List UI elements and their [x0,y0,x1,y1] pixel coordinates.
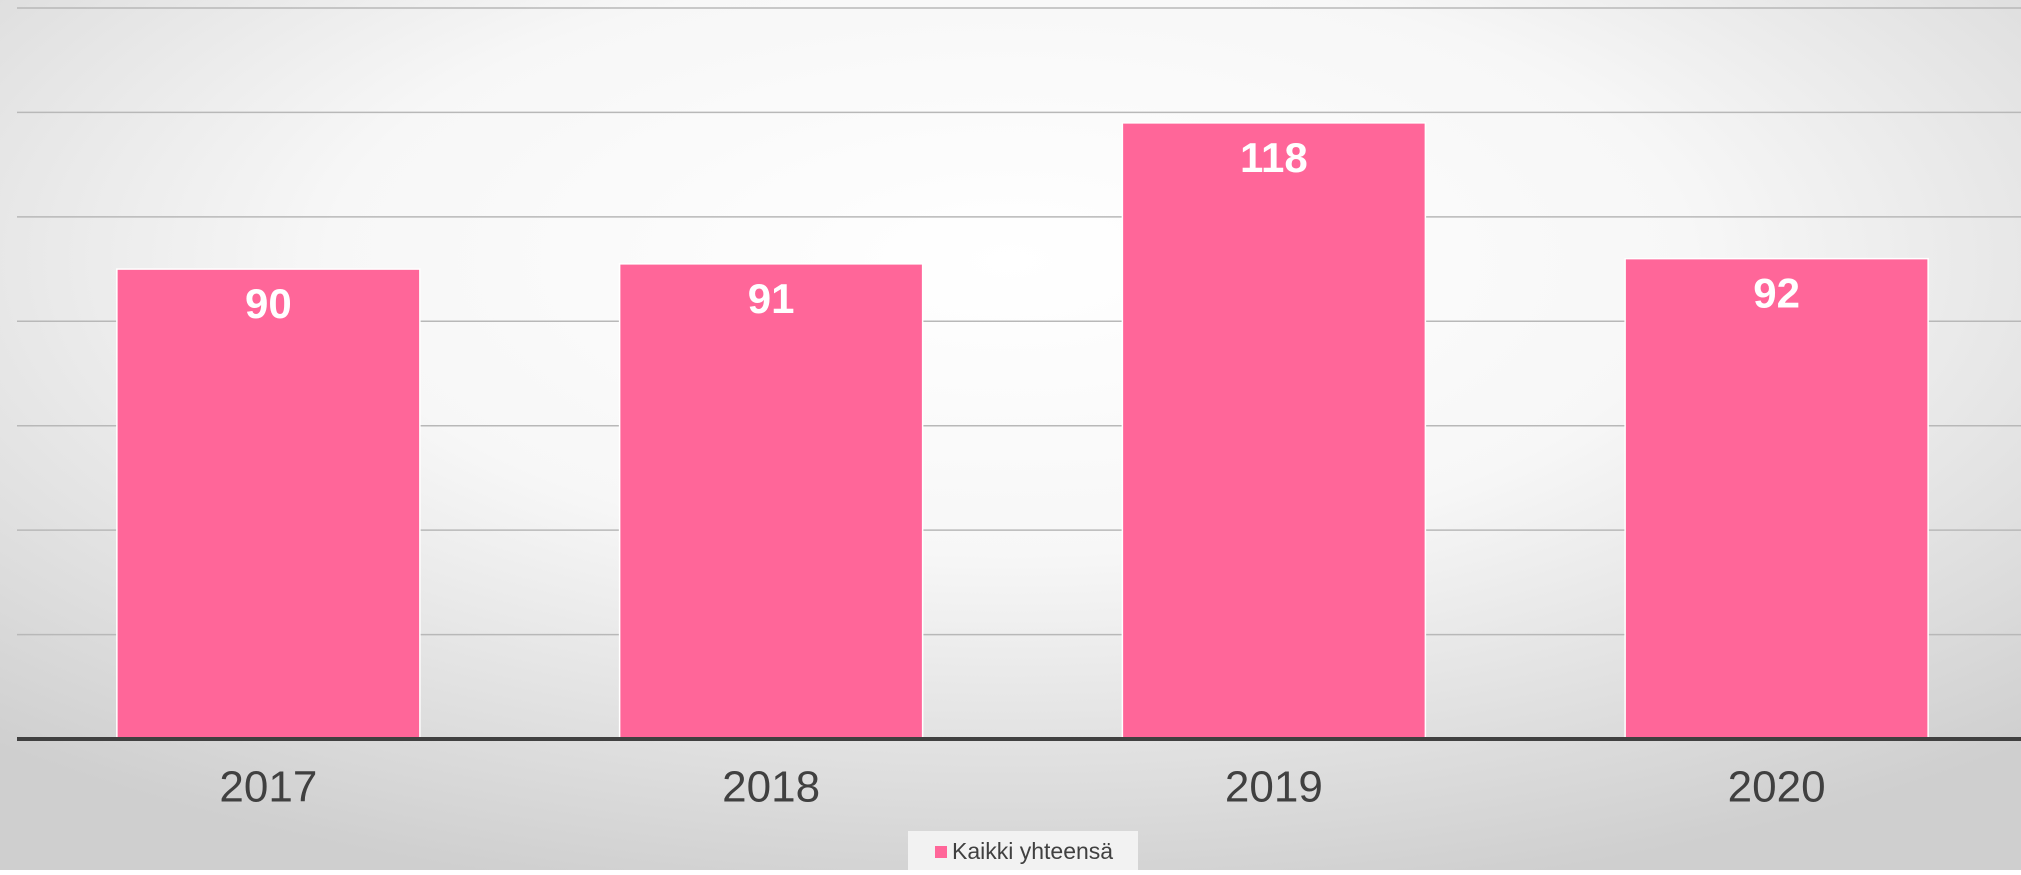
bar [116,268,421,740]
x-tick-label: 2019 [1225,763,1323,812]
data-label: 118 [1240,134,1308,181]
bar [1624,257,1929,740]
data-label: 91 [748,275,795,322]
bar [618,263,924,740]
x-tick-label: 2017 [219,763,317,812]
x-tick-label: 2018 [722,763,820,812]
bar [1121,122,1427,740]
x-tick-label: 2020 [1728,763,1826,812]
data-label: 90 [245,280,292,327]
legend-label: Kaikki yhteensä [952,838,1113,864]
legend-swatch [935,846,947,858]
data-label: 92 [1753,270,1800,317]
